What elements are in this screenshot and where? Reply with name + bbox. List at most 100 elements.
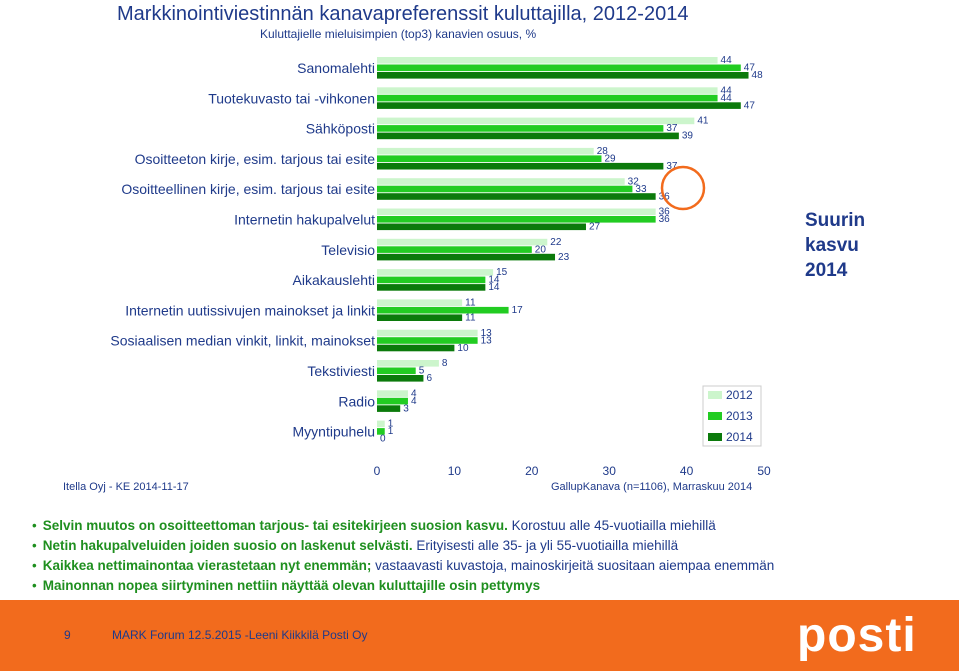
- category-label: Sanomalehti: [297, 60, 375, 76]
- bullet-list: • Selvin muutos on osoitteettoman tarjous…: [32, 516, 774, 596]
- page-number: 9: [64, 628, 71, 642]
- x-tick-label: 30: [603, 464, 617, 478]
- data-label: 11: [465, 313, 476, 324]
- data-label: 3: [403, 403, 409, 414]
- bullet-icon: •: [32, 518, 37, 533]
- highlight-circle: [660, 165, 706, 211]
- bar-2012: [377, 420, 385, 428]
- category-label: Internetin uutissivujen mainokset ja lin…: [125, 302, 375, 318]
- x-tick-label: 10: [448, 464, 462, 478]
- data-label: 39: [682, 131, 694, 142]
- bar-2012: [377, 147, 594, 155]
- category-label: Internetin hakupalvelut: [234, 212, 375, 228]
- category-label: Myyntipuhelu: [293, 424, 376, 440]
- bullet-item: • Netin hakupalveluiden joiden suosio on …: [32, 538, 679, 553]
- category-label: Osoitteellinen kirje, esim. tarjous tai …: [121, 181, 375, 197]
- bar-2012: [377, 57, 718, 64]
- data-label: 22: [550, 237, 562, 248]
- bar-2013: [377, 64, 741, 72]
- bullet-item: • Mainonnan nopea siirtyminen nettiin näy…: [32, 578, 541, 593]
- bar-2013: [377, 337, 478, 344]
- bar-2014: [377, 193, 656, 200]
- bar-2014: [377, 162, 664, 170]
- data-label: 37: [666, 161, 678, 172]
- data-label: 29: [604, 154, 616, 165]
- data-label: 4: [411, 396, 417, 407]
- category-label: Sähköposti: [306, 121, 375, 137]
- legend-swatch: [708, 412, 722, 420]
- bullet-icon: •: [32, 558, 37, 573]
- bar-2013: [377, 367, 416, 375]
- legend-label: 2014: [726, 430, 753, 444]
- data-label: 14: [488, 282, 500, 293]
- x-tick-label: 0: [374, 464, 381, 478]
- footer-bar: 9 MARK Forum 12.5.2015 -Leeni Kiikkilä P…: [0, 600, 959, 671]
- category-label: Sosiaalisen median vinkit, linkit, maino…: [110, 333, 375, 349]
- category-label: Tuotekuvasto tai -vihkonen: [208, 90, 375, 106]
- bar-2013: [377, 155, 602, 162]
- data-label: 32: [628, 176, 640, 187]
- bar-2014: [377, 223, 586, 231]
- bullet-icon: •: [32, 538, 37, 553]
- bar-2014: [377, 102, 741, 109]
- bar-2013: [377, 185, 633, 193]
- bar-2012: [377, 117, 695, 125]
- legend-label: 2013: [726, 409, 753, 423]
- data-label: 15: [496, 267, 508, 278]
- data-label: 17: [512, 305, 524, 316]
- bar-2013: [377, 125, 664, 132]
- category-label: Osoitteeton kirje, esim. tarjous tai esi…: [135, 151, 376, 167]
- category-label: Aikakauslehti: [293, 272, 376, 288]
- bar-2014: [377, 253, 556, 261]
- bar-2014: [377, 405, 401, 412]
- x-tick-label: 50: [757, 464, 771, 478]
- bullet-item: • Kaikkea nettimainontaa vierastetaan nyt…: [32, 558, 775, 573]
- data-label: 11: [465, 298, 476, 309]
- data-label: 0: [380, 434, 386, 445]
- bar-2013: [377, 94, 718, 102]
- data-label: 33: [635, 184, 647, 195]
- data-label: 44: [721, 85, 733, 96]
- x-tick-label: 40: [680, 464, 694, 478]
- data-label: 41: [697, 116, 709, 127]
- bar-2014: [377, 72, 749, 79]
- data-label: 5: [419, 366, 425, 377]
- posti-logo: posti: [797, 609, 917, 662]
- x-tick-label: 20: [525, 464, 539, 478]
- data-label: 36: [659, 207, 671, 218]
- bar-2013: [377, 216, 656, 223]
- data-label: 28: [597, 146, 609, 157]
- data-label: 6: [426, 373, 432, 384]
- page-title: Markkinointiviestinnän kanavapreferenssi…: [117, 3, 689, 25]
- data-label: 27: [589, 222, 601, 233]
- category-label: Radio: [338, 393, 375, 409]
- source-note-left: Itella Oyj - KE 2014-11-17: [63, 481, 189, 493]
- bar-2013: [377, 306, 509, 314]
- bar-2012: [377, 299, 463, 306]
- bar-2012: [377, 329, 478, 337]
- bar-2012: [377, 87, 718, 94]
- data-label: 13: [481, 328, 493, 339]
- category-label: Tekstiviesti: [307, 363, 375, 379]
- bar-2012: [377, 178, 625, 185]
- bar-2014: [377, 344, 455, 352]
- data-label: 1: [388, 426, 394, 437]
- bar-2014: [377, 314, 463, 321]
- bar-2014: [377, 375, 424, 382]
- data-label: 10: [457, 343, 469, 354]
- data-label: 23: [558, 252, 570, 263]
- bar-2012: [377, 390, 408, 397]
- data-label: 14: [488, 275, 500, 286]
- chart-subtitle: Kuluttajielle mieluisimpien (top3) kanav…: [260, 27, 537, 41]
- legend-swatch: [708, 433, 722, 441]
- data-label: 4: [411, 388, 417, 399]
- bar-2012: [377, 208, 656, 216]
- bullet-icon: •: [32, 578, 37, 593]
- data-label: 1: [388, 419, 394, 430]
- data-label: 48: [752, 70, 764, 81]
- bar-2014: [377, 284, 486, 291]
- category-label: Televisio: [321, 242, 375, 258]
- bar-2014: [377, 132, 679, 140]
- bar-2013: [377, 246, 532, 253]
